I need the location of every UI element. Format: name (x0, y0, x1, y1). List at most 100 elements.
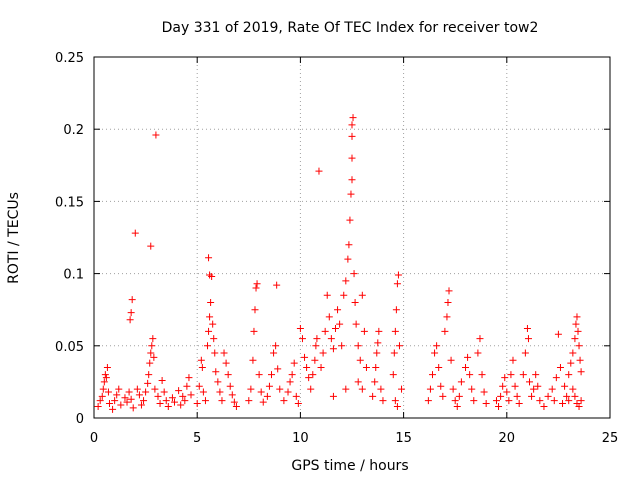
data-point (323, 291, 331, 299)
data-point (437, 382, 445, 390)
data-point (453, 402, 461, 410)
chart-title: Day 331 of 2019, Rate Of TEC Index for r… (162, 20, 539, 36)
data-point (567, 359, 575, 367)
data-point (534, 382, 542, 390)
data-point (185, 374, 193, 382)
data-point (111, 397, 119, 405)
plot-frame (93, 56, 611, 419)
data-point (563, 392, 571, 400)
data-point (571, 392, 579, 400)
data-point (126, 316, 134, 324)
data-point (577, 397, 585, 405)
data-point (501, 374, 509, 382)
data-point (313, 335, 321, 343)
data-point (250, 327, 258, 335)
data-point (340, 291, 348, 299)
data-point (128, 296, 136, 304)
data-point (329, 345, 337, 353)
data-point (507, 371, 515, 379)
data-points (94, 114, 585, 413)
y-axis-title: ROTI / TECUs (6, 192, 22, 284)
data-point (105, 400, 113, 408)
data-point (480, 388, 488, 396)
data-point (497, 392, 505, 400)
data-point (301, 353, 309, 361)
data-point (212, 368, 220, 376)
data-point (455, 392, 463, 400)
data-point (393, 280, 401, 288)
data-point (515, 400, 523, 408)
data-point (99, 385, 107, 393)
data-point (127, 395, 135, 403)
data-point (379, 397, 387, 405)
data-point (101, 371, 109, 379)
data-point (574, 327, 582, 335)
data-point (457, 378, 465, 386)
data-point (129, 404, 137, 412)
data-point (523, 324, 531, 332)
data-point (390, 349, 398, 357)
data-point (147, 349, 155, 357)
data-point (569, 385, 577, 393)
data-point (201, 397, 209, 405)
data-point (540, 402, 548, 410)
data-point (348, 154, 356, 162)
data-point (356, 356, 364, 364)
data-point (117, 401, 125, 409)
data-point (391, 397, 399, 405)
data-point (216, 388, 224, 396)
x-axis-title: GPS time / hours (291, 458, 408, 474)
data-point (284, 388, 292, 396)
data-point (342, 277, 350, 285)
data-point (210, 335, 218, 343)
data-point (445, 287, 453, 295)
data-point (209, 320, 217, 328)
data-point (344, 255, 352, 263)
data-point (530, 385, 538, 393)
data-point (226, 382, 234, 390)
data-point (439, 392, 447, 400)
data-point (354, 342, 362, 350)
data-point (292, 392, 300, 400)
data-point (348, 121, 356, 129)
data-point (331, 324, 339, 332)
data-point (104, 388, 112, 396)
data-point (274, 365, 282, 373)
data-point (426, 385, 434, 393)
data-point (358, 291, 366, 299)
data-point (273, 281, 281, 289)
data-point (462, 363, 470, 371)
data-point (321, 327, 329, 335)
data-point (492, 397, 500, 405)
data-point (441, 327, 449, 335)
data-point (394, 271, 402, 279)
data-point (346, 216, 354, 224)
data-point (319, 349, 327, 357)
data-point (348, 176, 356, 184)
data-point (443, 313, 451, 321)
data-point (288, 371, 296, 379)
data-point (263, 392, 271, 400)
data-point (121, 394, 129, 402)
data-point (164, 402, 172, 410)
data-point (569, 349, 577, 357)
x-tick-label: 0 (90, 431, 98, 446)
data-point (470, 397, 478, 405)
data-point (170, 398, 178, 406)
data-point (375, 327, 383, 335)
data-point (559, 400, 567, 408)
data-point (276, 385, 284, 393)
data-point (151, 385, 159, 393)
data-point (109, 405, 117, 413)
data-point (505, 397, 513, 405)
data-point (218, 397, 226, 405)
data-point (94, 402, 102, 410)
data-point (145, 371, 153, 379)
data-point (187, 391, 195, 399)
data-point (204, 342, 212, 350)
data-point (369, 392, 377, 400)
data-point (214, 378, 222, 386)
data-point (133, 385, 141, 393)
data-point (561, 382, 569, 390)
data-point (162, 397, 170, 405)
